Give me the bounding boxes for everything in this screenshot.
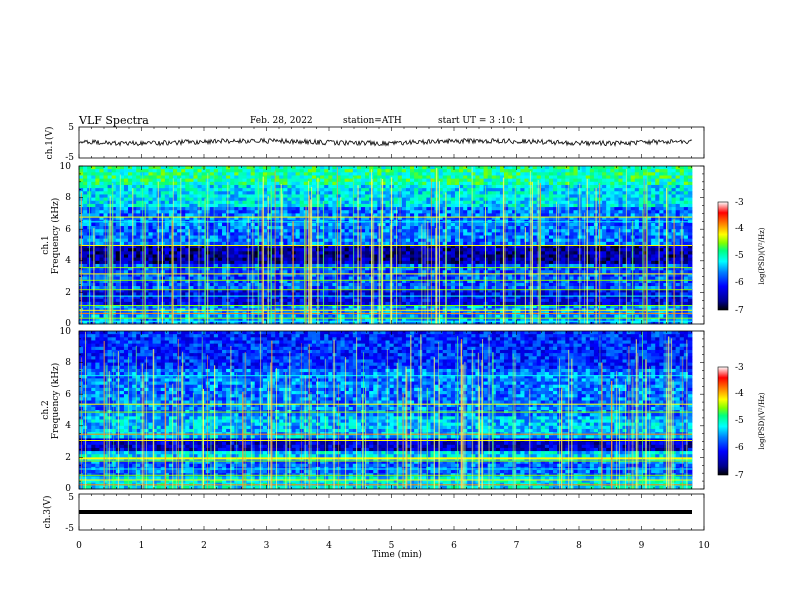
ch2-ytick-6: 6 bbox=[65, 390, 71, 400]
ch2-ytick-0: 0 bbox=[65, 484, 71, 494]
ch1-ytick-0: 0 bbox=[65, 319, 71, 329]
ch2-ytick-4: 4 bbox=[65, 421, 71, 431]
ch1-spectrogram-image bbox=[79, 166, 693, 325]
ch1-cb-tick-m4: -4 bbox=[735, 224, 744, 234]
ch1-ytick-8: 8 bbox=[65, 193, 71, 203]
ch1-ytick-bottom: -5 bbox=[65, 153, 74, 163]
station-label: station=ATH bbox=[343, 116, 402, 126]
ch1-cb-tick-m7: -7 bbox=[735, 306, 744, 316]
ch2-spectrogram-panel: 0 2 4 6 8 10 ch.2 Frequency (kHz) bbox=[41, 327, 705, 494]
x-axis-label: Time (min) bbox=[372, 549, 422, 560]
ch1-ytick-top: 5 bbox=[68, 123, 74, 133]
x-tick-label: 3 bbox=[264, 541, 270, 551]
ch1-frequency-label: Frequency (kHz) bbox=[50, 198, 61, 275]
ch1-cb-tick-m5: -5 bbox=[735, 251, 744, 261]
x-tick-label: 4 bbox=[326, 541, 332, 551]
ch2-colorbar: -3 -4 -5 -6 -7 log(PSD)(V²/Hz) bbox=[717, 363, 766, 481]
ch3-waveform-ylabel: ch.3(V) bbox=[42, 496, 53, 529]
ch1-colorbar-gradient bbox=[717, 201, 729, 311]
x-tick-label: 1 bbox=[139, 541, 145, 551]
ch2-channel-label: ch.2 bbox=[41, 400, 51, 419]
x-tick-label: 6 bbox=[451, 541, 457, 551]
ch3-ytick-top: 5 bbox=[68, 493, 74, 503]
ch2-spectrogram-image bbox=[79, 331, 693, 490]
ch3-waveform-line bbox=[79, 510, 692, 514]
ch1-waveform-line bbox=[78, 137, 693, 148]
start-ut-label: start UT = 3 :10: 1 bbox=[438, 116, 524, 126]
ch2-ytick-2: 2 bbox=[65, 453, 71, 463]
ch1-waveform-panel: 5 -5 ch.1(V) bbox=[44, 123, 705, 163]
ch1-colorbar-label: log(PSD)(V²/Hz) bbox=[758, 227, 766, 284]
x-tick-label: 10 bbox=[698, 541, 710, 551]
ch1-waveform-ylabel: ch.1(V) bbox=[44, 127, 55, 160]
ch2-ytick-10: 10 bbox=[60, 327, 72, 337]
axis-ticks bbox=[78, 127, 705, 530]
x-tick-label: 7 bbox=[514, 541, 520, 551]
ch1-spectrogram-panel: 0 2 4 6 8 10 ch.1 Frequency (kHz) bbox=[41, 162, 705, 329]
x-tick-label: 0 bbox=[76, 541, 82, 551]
date-label: Feb. 28, 2022 bbox=[250, 116, 313, 126]
ch2-cb-tick-m6: -6 bbox=[735, 443, 744, 453]
figure-title: VLF Spectra bbox=[78, 114, 149, 127]
ch1-cb-tick-m6: -6 bbox=[735, 278, 744, 288]
ch1-cb-tick-m3: -3 bbox=[735, 198, 744, 208]
ch2-cb-tick-m5: -5 bbox=[735, 416, 744, 426]
x-tick-label: 9 bbox=[639, 541, 645, 551]
x-tick-label: 2 bbox=[201, 541, 207, 551]
ch1-ytick-6: 6 bbox=[65, 225, 71, 235]
ch2-colorbar-label: log(PSD)(V²/Hz) bbox=[758, 392, 766, 449]
ch1-ytick-10: 10 bbox=[60, 162, 72, 172]
ch2-ytick-8: 8 bbox=[65, 358, 71, 368]
ch2-cb-tick-m4: -4 bbox=[735, 389, 744, 399]
x-axis-tick-labels: 0 1 2 3 4 5 6 7 8 9 10 bbox=[76, 541, 710, 551]
x-tick-label: 5 bbox=[389, 541, 395, 551]
ch3-ytick-bottom: -5 bbox=[65, 524, 74, 534]
ch2-colorbar-gradient bbox=[717, 366, 729, 476]
ch2-cb-tick-m7: -7 bbox=[735, 471, 744, 481]
ch1-ytick-2: 2 bbox=[65, 288, 71, 298]
ch2-cb-tick-m3: -3 bbox=[735, 363, 744, 373]
ch1-colorbar: -3 -4 -5 -6 -7 log(PSD)(V²/Hz) bbox=[717, 198, 766, 316]
ch1-ytick-4: 4 bbox=[65, 256, 71, 266]
ch2-frequency-label: Frequency (kHz) bbox=[50, 363, 61, 440]
x-tick-label: 8 bbox=[576, 541, 582, 551]
ch1-channel-label: ch.1 bbox=[41, 235, 51, 254]
